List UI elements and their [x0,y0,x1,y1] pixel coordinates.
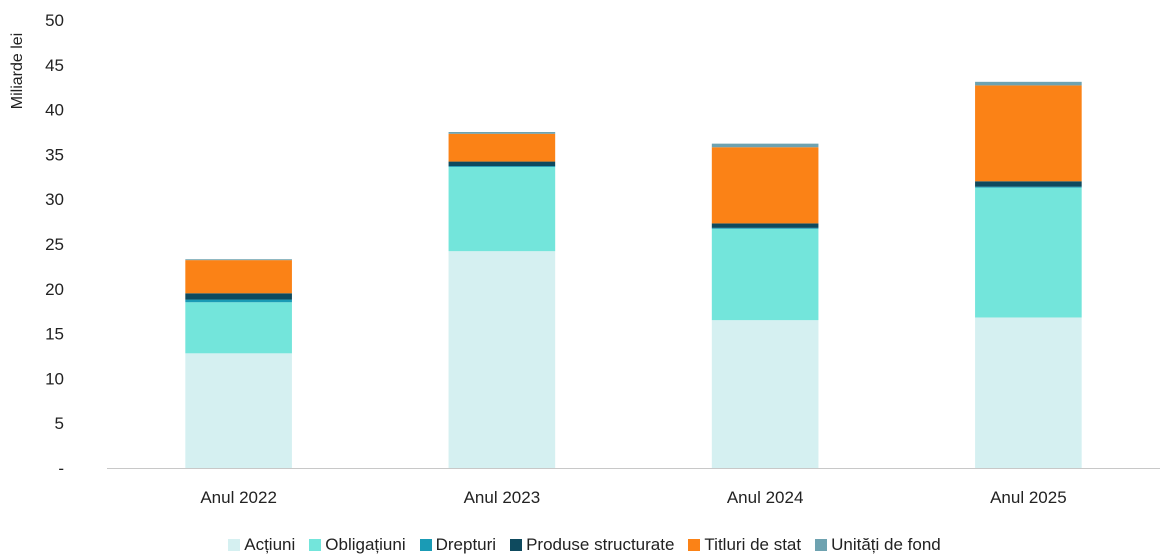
bar-segment [185,260,292,294]
legend-item: Produse structurate [510,533,674,557]
y-tick-label: 35 [45,145,64,164]
bar-segment [185,259,292,261]
y-tick-label: - [58,459,64,478]
x-tick-label: Anul 2023 [464,488,541,507]
bar-segment [711,223,819,228]
bar-segment [975,181,1082,187]
legend: Acțiuni Obligațiuni Drepturi Produse struct… [0,533,1169,557]
legend-swatch [815,539,828,551]
legend-swatch [510,539,523,551]
y-tick-label: 20 [45,280,64,299]
y-tick-label: 30 [45,190,64,209]
y-tick-label: 45 [45,56,64,75]
legend-swatch [309,539,322,551]
legend-item: Titluri de stat [688,533,801,557]
bar-segment [975,187,1082,318]
bar-segment [975,85,1082,182]
bar-segment [711,147,819,224]
legend-item: Obligațiuni [309,533,406,557]
bar-segment [448,133,556,162]
bar-segment [711,143,819,148]
x-axis: Anul 2022 Anul 2023 Anul 2024 Anul 2025 [200,488,1066,507]
bar-segment [448,166,556,167]
bar-segment [448,251,556,468]
y-tick-label: 50 [45,11,64,30]
legend-item: Drepturi [419,533,497,557]
legend-label: Titluri de stat [704,535,802,554]
bar-segment [185,299,292,303]
x-tick-label: Anul 2024 [727,488,804,507]
bar-segment [975,186,1082,188]
bar-segment [185,353,292,468]
x-tick-label: Anul 2022 [200,488,277,507]
bar-segment [448,161,556,167]
legend-swatch [688,539,701,551]
y-tick-label: 40 [45,101,64,120]
y-tick-label: 25 [45,235,64,254]
bar-segment [448,166,556,252]
legend-label: Unități de fond [831,535,941,554]
legend-label: Obligațiuni [325,535,406,554]
bar-segment [711,228,819,321]
bar-segment [185,293,292,300]
legend-label: Produse structurate [526,535,675,554]
bar-segment [185,302,292,354]
legend-swatch [419,539,432,551]
y-tick-label: 5 [55,414,64,433]
y-tick-label: 10 [45,369,64,388]
bars [185,81,1082,468]
y-axis: - 5 10 15 20 25 30 35 40 45 50 [45,11,64,478]
legend-label: Drepturi [435,535,497,554]
legend-swatch [228,539,241,551]
legend-label: Acțiuni [244,535,296,554]
bar-segment [975,81,1082,86]
bar-segment [448,132,556,134]
legend-item: Acțiuni [228,533,295,557]
y-axis-label: Miliarde lei [9,33,26,109]
bar-segment [711,227,819,229]
bar-segment [711,320,819,468]
x-tick-label: Anul 2025 [990,488,1067,507]
y-tick-label: 15 [45,325,64,344]
bar-segment [975,317,1082,468]
legend-item: Unități de fond [815,533,941,557]
